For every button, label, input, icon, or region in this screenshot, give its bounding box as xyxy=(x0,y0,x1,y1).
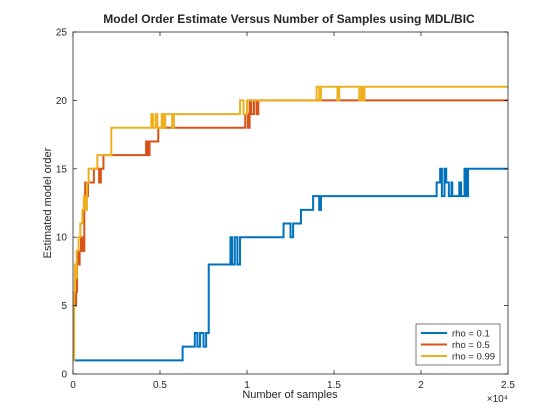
x-tick-label: 2.5 xyxy=(501,380,515,391)
legend-label-2: rho = 0.5 xyxy=(452,340,490,351)
y-tick-label: 20 xyxy=(56,96,68,107)
series-layer xyxy=(73,85,508,362)
series-line-1 xyxy=(73,167,508,362)
legend-label-3: rho = 0.99 xyxy=(452,352,495,363)
x-tick-label: 0.5 xyxy=(153,380,167,391)
chart-title: Model Order Estimate Versus Number of Sa… xyxy=(103,12,475,26)
x-exponent-label: ×10⁴ xyxy=(487,394,508,405)
y-tick-label: 10 xyxy=(56,233,68,244)
axes-box xyxy=(72,31,509,375)
series-line-3 xyxy=(73,85,508,362)
ticks-layer: 0 0.5 1 1.5 2 2.5 0 5 10 15 20 25 xyxy=(56,28,516,392)
legend-label-1: rho = 0.1 xyxy=(452,329,490,340)
y-tick-label: 0 xyxy=(61,370,67,381)
y-tick-label: 25 xyxy=(56,28,68,39)
x-tick-label: 0 xyxy=(70,380,76,391)
y-tick-label: 5 xyxy=(61,301,67,312)
x-tick-label: 1.5 xyxy=(327,380,341,391)
y-tick-label: 15 xyxy=(56,164,68,175)
x-axis-label: Number of samples xyxy=(242,389,338,401)
x-tick-label: 1 xyxy=(244,380,250,391)
x-tick-label: 2 xyxy=(418,380,424,391)
y-axis-label: Estimated model order xyxy=(42,147,54,258)
